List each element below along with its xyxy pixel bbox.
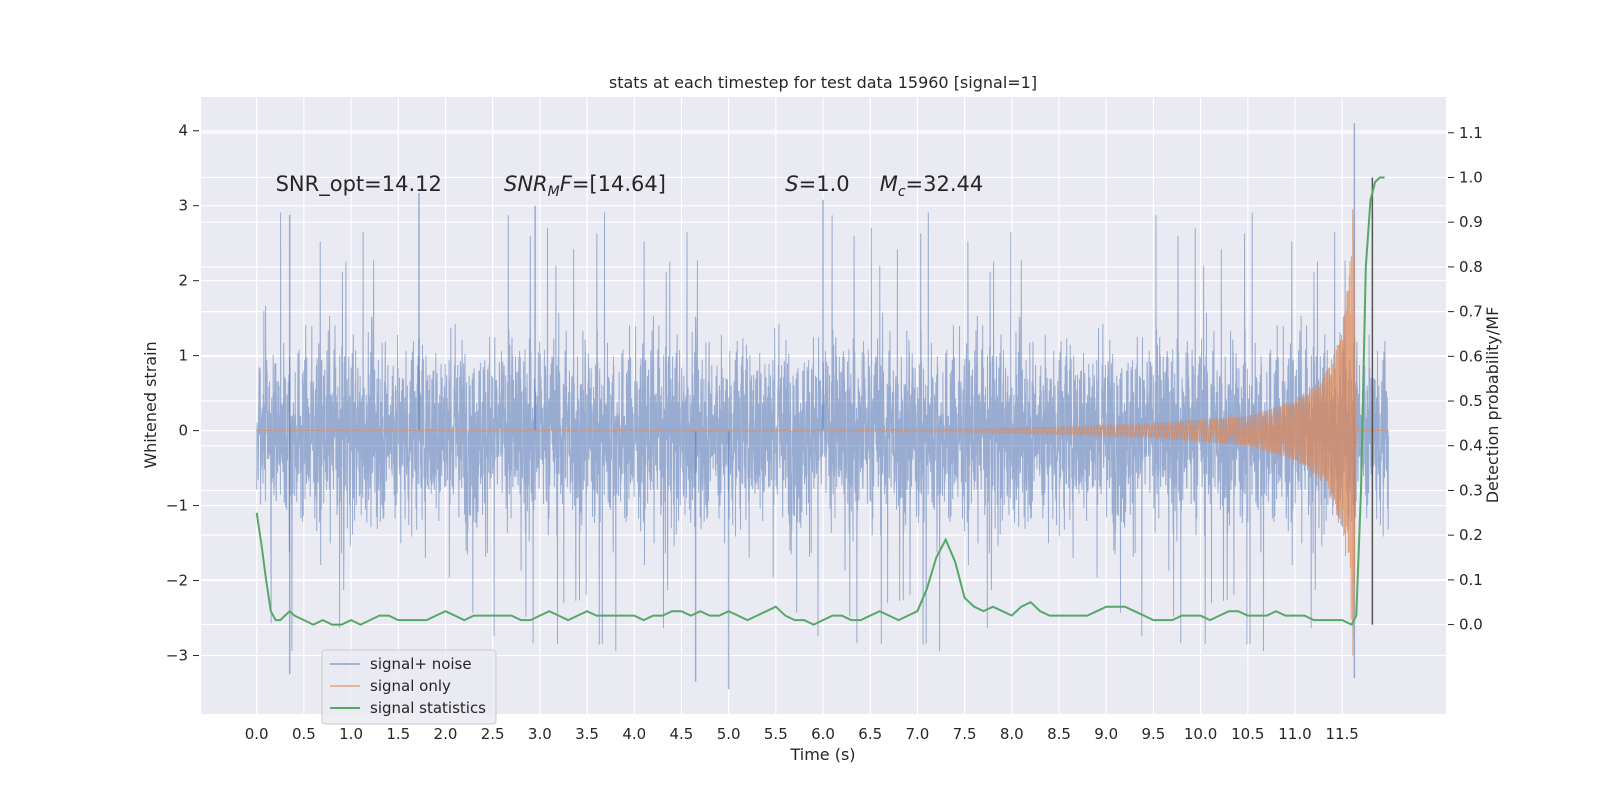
x-tick-label: 3.0: [528, 725, 552, 743]
x-axis-label: Time (s): [789, 745, 855, 764]
annotation-chirp-mass: Mc=32.44: [880, 172, 984, 200]
y2-tick-label: 0.5: [1459, 392, 1483, 410]
signal-statistics-line: [255, 176, 1385, 626]
signal-only-series: [256, 209, 1389, 656]
y2-tick-label: 0.0: [1459, 616, 1483, 634]
x-tick-label: 6.5: [858, 725, 882, 743]
legend-box: [321, 649, 497, 725]
annotation-snr-mf-tail: F: [560, 172, 573, 196]
x-tick-label: 1.0: [339, 725, 363, 743]
y2-tick-label: 0.8: [1459, 258, 1483, 276]
legend-label-signal: signal only: [370, 677, 451, 695]
y2-tick-label: 0.9: [1459, 213, 1483, 231]
annotations: SNR_opt=14.12 SNRMF=[14.64] S=1.0 Mc=32.…: [276, 172, 984, 200]
legend: signal+ noise signal only signal statist…: [321, 649, 497, 725]
y2-axis-label: Detection probability/MF: [1483, 307, 1502, 504]
x-tick-label: 2.0: [434, 725, 458, 743]
annotation-s-symbol: S: [785, 172, 798, 196]
annotation-s-value: =1.0: [799, 172, 850, 196]
x-tick-label: 11.5: [1325, 725, 1358, 743]
x-axis-ticks: 0.0 0.5 1.0 1.5 2.0 2.5 3.0 3.5 4.0 4.5 5.0 5.5 6.0 6…: [245, 725, 1359, 743]
x-tick-label: 5.0: [717, 725, 741, 743]
x-tick-label: 0.0: [245, 725, 269, 743]
annotation-s: S=1.0: [785, 172, 849, 196]
x-tick-label: 3.5: [575, 725, 599, 743]
x-tick-label: 6.0: [811, 725, 835, 743]
annotation-snr-opt: SNR_opt=14.12: [276, 172, 442, 197]
x-tick-label: 2.5: [481, 725, 505, 743]
annotation-snr-mf-subscript: M: [548, 184, 560, 200]
y2-tick-label: 0.7: [1459, 303, 1483, 321]
x-tick-label: 4.5: [670, 725, 694, 743]
signal-only-line: [256, 209, 1389, 656]
x-tick-label: 1.5: [386, 725, 410, 743]
y-tick-label: 1: [178, 347, 188, 365]
y2-tick-label: 0.1: [1459, 571, 1483, 589]
y2-axis-ticks: 1.1 1.0 0.9 0.8 0.7 0.6 0.5 0.4 0.3 0.2 0.1 0.0: [1448, 124, 1483, 634]
x-tick-label: 5.5: [764, 725, 788, 743]
signal-plus-noise-line: [256, 212, 1389, 652]
annotation-snr-mf-symbol: SNR: [504, 172, 548, 196]
chart-title: stats at each timestep for test data 159…: [609, 73, 1037, 92]
x-tick-label: 4.0: [622, 725, 646, 743]
y-tick-label: 0: [178, 422, 188, 440]
annotation-snr-mf: SNRMF=[14.64]: [504, 172, 666, 200]
y-tick-label: −2: [166, 572, 188, 590]
annotation-chirp-mass-subscript: c: [898, 184, 906, 200]
annotation-snr-opt-text: SNR_opt=14.12: [276, 172, 442, 197]
y-tick-label: −1: [166, 497, 188, 515]
x-tick-label: 0.5: [292, 725, 316, 743]
x-tick-label: 11.0: [1278, 725, 1311, 743]
annotation-chirp-mass-symbol: M: [880, 172, 898, 196]
x-tick-label: 10.0: [1184, 725, 1217, 743]
annotation-chirp-mass-value: =32.44: [906, 172, 984, 196]
y2-tick-label: 1.0: [1459, 168, 1483, 186]
y-axis-label: Whitened strain: [141, 341, 160, 468]
x-tick-label: 7.5: [953, 725, 977, 743]
x-tick-label: 8.5: [1047, 725, 1071, 743]
legend-label-noise: signal+ noise: [370, 655, 472, 673]
x-tick-label: 8.0: [1000, 725, 1024, 743]
y2-tick-label: 0.6: [1459, 347, 1483, 365]
x-tick-label: 9.0: [1094, 725, 1118, 743]
y2-tick-label: 1.1: [1459, 124, 1483, 142]
y-tick-label: 2: [178, 272, 188, 290]
x-tick-label: 10.5: [1231, 725, 1264, 743]
signal-statistics-series: [255, 176, 1385, 626]
y-axis-ticks: 4 3 2 1 0 −1 −2 −3: [166, 122, 199, 665]
y2-tick-label: 0.4: [1459, 437, 1483, 455]
x-tick-label: 9.5: [1141, 725, 1165, 743]
y2-tick-label: 0.3: [1459, 481, 1483, 499]
x-tick-label: 7.0: [905, 725, 929, 743]
y2-tick-label: 0.2: [1459, 526, 1483, 544]
annotation-snr-mf-value: =[14.64]: [572, 172, 666, 196]
y-tick-label: −3: [166, 647, 188, 665]
legend-label-stats: signal statistics: [370, 699, 486, 717]
y-tick-label: 3: [178, 197, 188, 215]
y-tick-label: 4: [178, 122, 188, 140]
